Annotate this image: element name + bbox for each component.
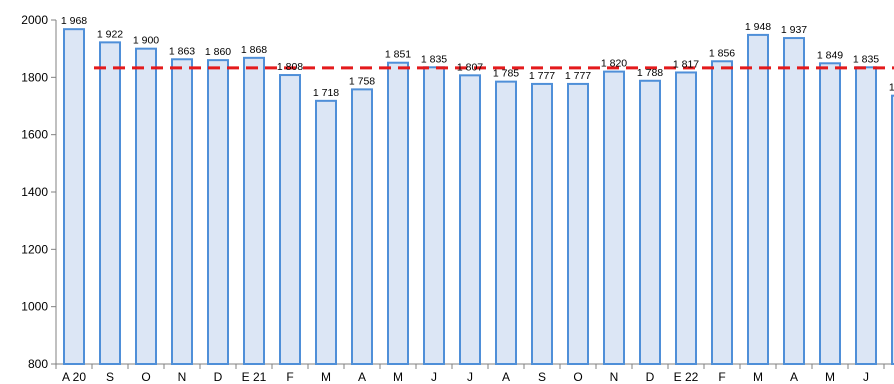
x-tick-label: M xyxy=(321,370,331,384)
x-tick-label: J xyxy=(467,370,473,384)
data-label: 1 777 xyxy=(565,70,591,82)
data-label: 1 948 xyxy=(745,21,771,33)
x-tick-label: F xyxy=(718,370,725,384)
x-tick-label: O xyxy=(573,370,582,384)
x-tick-label: F xyxy=(286,370,293,384)
bar xyxy=(855,66,877,366)
bar xyxy=(171,58,193,365)
x-tick-label: D xyxy=(646,370,655,384)
data-label: 1 718 xyxy=(313,87,339,99)
data-label: 1 922 xyxy=(97,28,123,40)
data-label: 1 868 xyxy=(241,44,267,56)
x-tick-label: S xyxy=(106,370,114,384)
x-tick-label: E 22 xyxy=(674,370,699,384)
x-tick-label: A xyxy=(358,370,366,384)
bar xyxy=(387,61,409,365)
x-tick-label: A xyxy=(790,370,798,384)
bar xyxy=(459,74,481,366)
x-tick-label: D xyxy=(214,370,223,384)
bar xyxy=(99,41,121,366)
x-tick-label: O xyxy=(141,370,150,384)
bar xyxy=(747,33,769,365)
x-tick-label: J xyxy=(863,370,869,384)
bar xyxy=(279,74,301,365)
data-label: 1 937 xyxy=(781,24,807,36)
data-label: 1 736 xyxy=(889,82,894,94)
y-tick-label: 800 xyxy=(28,357,48,371)
bar-layer xyxy=(63,28,894,366)
bar xyxy=(603,70,625,365)
bar xyxy=(783,37,805,366)
bar xyxy=(567,82,589,365)
data-label: 1 849 xyxy=(817,49,843,61)
bar xyxy=(63,28,85,365)
bar xyxy=(531,82,553,365)
data-label: 1 817 xyxy=(673,58,699,70)
bar xyxy=(135,47,157,366)
bar xyxy=(423,66,445,366)
y-tick-label: 1200 xyxy=(21,242,48,256)
x-tick-label: N xyxy=(610,370,619,384)
y-tick-label: 1400 xyxy=(21,185,48,199)
data-label: 1 820 xyxy=(601,58,627,70)
data-label: 1 785 xyxy=(493,68,519,80)
data-label: 1 777 xyxy=(529,70,555,82)
x-tick-label: N xyxy=(178,370,187,384)
x-tick-label: M xyxy=(825,370,835,384)
y-tick-label: 2000 xyxy=(21,13,48,27)
data-label: 1 808 xyxy=(277,61,303,73)
data-label: 1 835 xyxy=(421,53,447,65)
x-tick-label: A 20 xyxy=(62,370,86,384)
x-tick-label: M xyxy=(393,370,403,384)
x-tick-label: M xyxy=(753,370,763,384)
x-tick-label: E 21 xyxy=(242,370,267,384)
data-label: 1 968 xyxy=(61,15,87,27)
data-label: 1 900 xyxy=(133,35,159,47)
bar xyxy=(675,71,697,366)
y-tick-label: 1800 xyxy=(21,70,48,84)
data-label: 1 851 xyxy=(385,49,411,61)
bar xyxy=(819,62,841,366)
bar xyxy=(207,59,229,366)
data-label: 1 860 xyxy=(205,46,231,58)
bar xyxy=(315,99,337,365)
bar xyxy=(351,88,373,366)
data-label: 1 835 xyxy=(853,53,879,65)
data-label: 1 788 xyxy=(637,67,663,79)
bar xyxy=(495,80,517,365)
data-label: 1 863 xyxy=(169,45,195,57)
bar xyxy=(891,94,894,366)
bar xyxy=(639,79,661,365)
label-layer: 800 1000 1200 1400 1600 1800 2000 1 968 A 20 1 92… xyxy=(21,13,894,384)
bar xyxy=(711,60,733,365)
data-label: 1 758 xyxy=(349,75,375,87)
x-tick-label: J xyxy=(431,370,437,384)
y-tick-label: 1600 xyxy=(21,128,48,142)
y-tick-label: 1000 xyxy=(21,300,48,314)
x-tick-label: A xyxy=(502,370,510,384)
x-tick-label: S xyxy=(538,370,546,384)
bar xyxy=(243,56,265,366)
data-label: 1 807 xyxy=(457,61,483,73)
data-label: 1 856 xyxy=(709,47,735,59)
